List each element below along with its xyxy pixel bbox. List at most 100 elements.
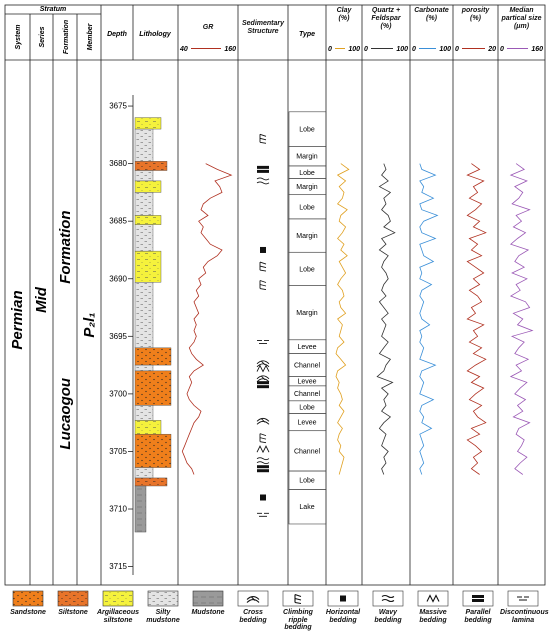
facies-label: Margin (296, 154, 318, 161)
legend-label: Cross bedding (239, 609, 267, 624)
depth-tick-label: 3675 (109, 102, 127, 111)
log-scale-max: 20 (487, 46, 496, 53)
lithology-bed (134, 364, 154, 372)
structure-symbol (257, 165, 269, 173)
facies-label: Levee (297, 344, 316, 351)
log-unit: (%) (470, 15, 481, 22)
formation-header: Formation (63, 20, 70, 54)
legend-symbol (472, 595, 484, 602)
legend-symbol (294, 593, 302, 605)
structure-symbol (260, 494, 266, 501)
structure-symbol (256, 445, 270, 454)
legend-swatch (102, 590, 134, 607)
legend-label: Wavy bedding (374, 609, 402, 624)
structure-symbol (259, 433, 267, 444)
log-scale-min: 40 (179, 46, 188, 53)
structure-symbol (257, 340, 269, 345)
symbol-part (256, 457, 270, 465)
depth-tick-label: 3705 (109, 447, 127, 456)
log-unit: (%) (426, 15, 437, 22)
lithology-bed (134, 128, 154, 162)
lithology-bed (134, 420, 162, 435)
structure-symbol (256, 457, 270, 465)
log-title: porosity (461, 7, 490, 14)
legend-swatch (192, 590, 224, 607)
legend-label: Horizontal bedding (325, 609, 361, 624)
legend-symbol (426, 594, 440, 603)
log-unit: (%) (380, 23, 392, 30)
facies-label: Channel (294, 391, 321, 398)
lithology-bed (134, 433, 172, 468)
structure-symbol (260, 246, 266, 253)
lithology-bed (134, 224, 154, 252)
symbol-part (259, 261, 267, 272)
structure-symbol (257, 512, 269, 517)
structure-symbol (256, 360, 270, 368)
facies-label: Levee (297, 379, 316, 386)
log-curve (181, 163, 233, 475)
facies-label: Lobe (299, 204, 315, 211)
facies-label: Lobe (299, 127, 315, 134)
structure-symbol (256, 375, 270, 383)
member-name: P₂l₁ (81, 312, 98, 337)
frame (4, 4, 546, 586)
symbol-part (259, 433, 267, 444)
structure-symbol (259, 261, 267, 272)
legend-swatch (57, 590, 89, 607)
symbol-part (256, 375, 270, 383)
lithology-bed (134, 170, 154, 182)
legend-label: Massive bedding (419, 609, 447, 624)
type-header: Type (299, 31, 315, 38)
stratum-header: Stratum (40, 6, 66, 13)
log-curve (419, 163, 439, 475)
legend-swatch (12, 590, 44, 607)
lithology-bed (134, 347, 172, 366)
legend-swatch (507, 590, 539, 607)
legend-symbol (517, 596, 529, 601)
legend-symbol (340, 595, 346, 602)
legend-label: Climbing ripple bedding (283, 609, 313, 631)
lithology-bed (134, 477, 168, 487)
log-scale-max: 160 (224, 46, 236, 53)
structure-symbol (256, 177, 270, 185)
system-header: System (15, 25, 22, 50)
lithology-bed (134, 405, 154, 421)
legend-label: Siltstone (58, 609, 88, 616)
structure-symbol (259, 280, 267, 290)
structure-symbol (257, 381, 269, 389)
structure-symbol (257, 465, 269, 473)
legend-swatch (147, 590, 179, 607)
lithology-bed (134, 370, 172, 406)
legend-symbol (381, 594, 395, 603)
facies-label: Lobe (299, 266, 315, 273)
legend-label: Discontinuous lamina (500, 609, 549, 624)
depth-tick-label: 3685 (109, 217, 127, 226)
log-title: Carbonate (414, 7, 449, 14)
legend-label: Sandstone (10, 609, 46, 616)
facies-label: Levee (297, 420, 316, 427)
facies-label: Channel (294, 363, 321, 370)
symbol-part (260, 246, 266, 253)
symbol-part (256, 445, 270, 454)
legend-symbol (246, 595, 260, 603)
legend-label: Argillaceous siltstone (96, 609, 139, 624)
log-curve (376, 163, 396, 475)
facies-label: Lobe (299, 405, 315, 412)
symbol-part (256, 417, 270, 425)
symbol-part (259, 133, 267, 144)
log-scale-min: 0 (455, 46, 459, 53)
lithology-bed (134, 485, 147, 533)
depth-tick-label: 3690 (109, 274, 127, 283)
facies-label: Lobe (299, 170, 315, 177)
series-name: Mid (33, 286, 50, 313)
structure-header: Sedimentary Structure (241, 20, 285, 35)
log-scale-max: 100 (439, 46, 451, 53)
legend-label: Mudstone (191, 609, 225, 616)
symbol-part (246, 595, 260, 603)
log-title: Clay (336, 7, 352, 14)
symbol-part (259, 280, 267, 290)
lithology-bed (134, 250, 162, 283)
symbol-part (381, 594, 395, 603)
structure-symbol (259, 133, 267, 144)
log-scale-min: 0 (364, 46, 368, 53)
